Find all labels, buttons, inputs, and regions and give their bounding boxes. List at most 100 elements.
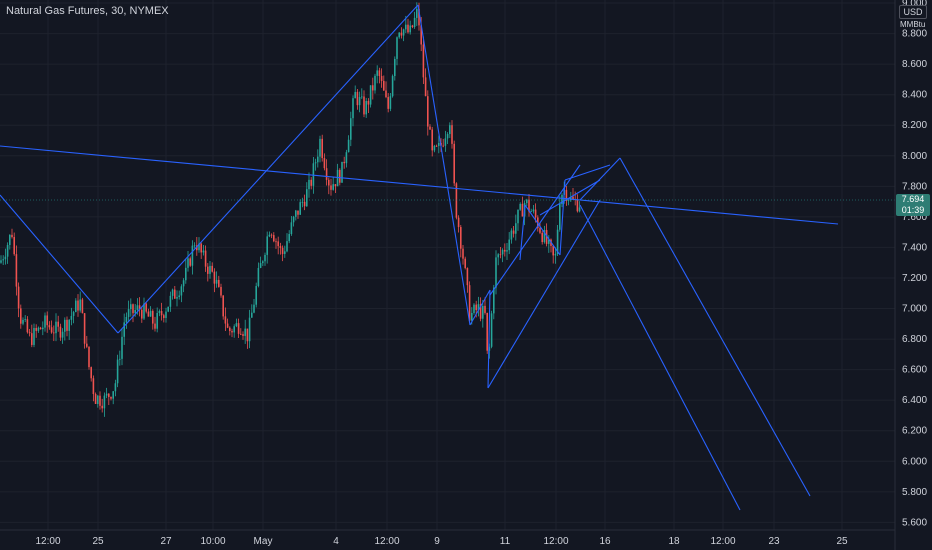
candle-body [299,202,301,215]
candle-body [207,266,209,274]
x-tick-label: 9 [434,536,440,547]
price-axis[interactable]: 9.000 8.800 8.600 8.400 8.200 8.000 7.800 7.600… [894,0,927,550]
candle-body [545,229,548,244]
y-tick-label: 8.600 [902,59,927,70]
candle-body [46,315,48,326]
last-price-tag: 7.694 01:39 [896,194,930,216]
candle-body [402,29,405,36]
candle-body [75,300,77,313]
candle-body [167,306,169,312]
currency-unit-button[interactable]: USD [899,5,927,19]
candle-body [253,304,255,313]
candle-body [429,126,431,130]
candle-body [332,184,334,190]
candle-body [539,228,541,233]
candle-body [220,286,222,296]
candle-body [493,287,495,314]
candle-body [127,309,130,317]
candle-body [229,327,231,331]
candle-body [103,395,106,409]
candle-body [292,216,295,223]
trend-line [619,157,811,497]
candle-body [343,161,345,164]
candle-body [262,261,264,264]
candle-body [196,245,198,251]
candle-body [114,383,117,392]
candle-body [235,323,238,327]
candle-body [482,305,484,319]
candle-body [187,258,189,268]
candle-body [123,322,125,337]
candle-body [501,249,504,255]
candle-body [37,327,40,331]
candle-body [211,265,213,272]
candle-body [407,24,409,33]
candle-body [143,303,145,319]
candle-body [431,129,433,151]
candle-body [176,297,178,299]
candle-body [57,321,59,327]
candle-body [277,241,279,247]
candle-body [526,199,528,204]
candle-body [405,24,407,30]
candle-body [284,251,286,254]
time-axis[interactable]: 12:00 25 27 10:00 May 4 12:00 9 11 12:00 16 18 12:00… [0,529,895,547]
candle-body [325,168,328,180]
trend-line [487,199,601,389]
candle-body [369,85,372,105]
candle-body [352,98,354,119]
candle-body [451,125,453,144]
candle-body [475,304,477,311]
candle-body [9,234,11,245]
candle-body [295,210,297,217]
candle-body [486,312,488,351]
candle-body [464,258,466,269]
candle-body [286,241,288,252]
candle-body [389,96,392,109]
candle-body [572,196,574,200]
candle-body [543,229,546,243]
x-tick-label: May [254,536,273,547]
candle-body [444,138,447,146]
trend-line [487,289,491,389]
candle-body [138,305,141,310]
candle-body [61,331,64,338]
candle-body [367,101,370,105]
candle-body [365,101,367,115]
drawings-layer[interactable] [0,4,839,511]
candle-body [2,259,4,261]
candle-body [418,8,420,26]
candle-body [578,207,581,212]
candle-body [108,393,110,397]
candle-body [55,321,57,334]
trend-line [559,179,566,256]
candle-body [22,319,24,324]
x-tick-label: 27 [160,536,172,547]
candle-body [141,309,143,319]
last-price-value: 7.694 [901,194,925,204]
candle-body [515,223,517,234]
trend-line [524,204,561,256]
trend-line [579,157,621,201]
candle-body [200,243,202,253]
candle-body [510,230,513,240]
candle-body [455,183,458,218]
candle-body [248,317,251,342]
trend-line [519,204,526,261]
candle-body [255,286,257,305]
candle-body [471,312,473,321]
candle-body [495,257,497,288]
candle-body [270,234,273,236]
candle-body [68,319,70,331]
candle-body [506,250,508,252]
candle-body [350,118,352,140]
candle-body [435,145,438,147]
candle-body [512,230,515,234]
candle-body [387,97,389,109]
y-tick-label: 8.400 [902,90,927,101]
candle-body [163,315,165,318]
candle-body [361,96,363,98]
candle-body [226,323,229,328]
candle-body [264,254,266,262]
